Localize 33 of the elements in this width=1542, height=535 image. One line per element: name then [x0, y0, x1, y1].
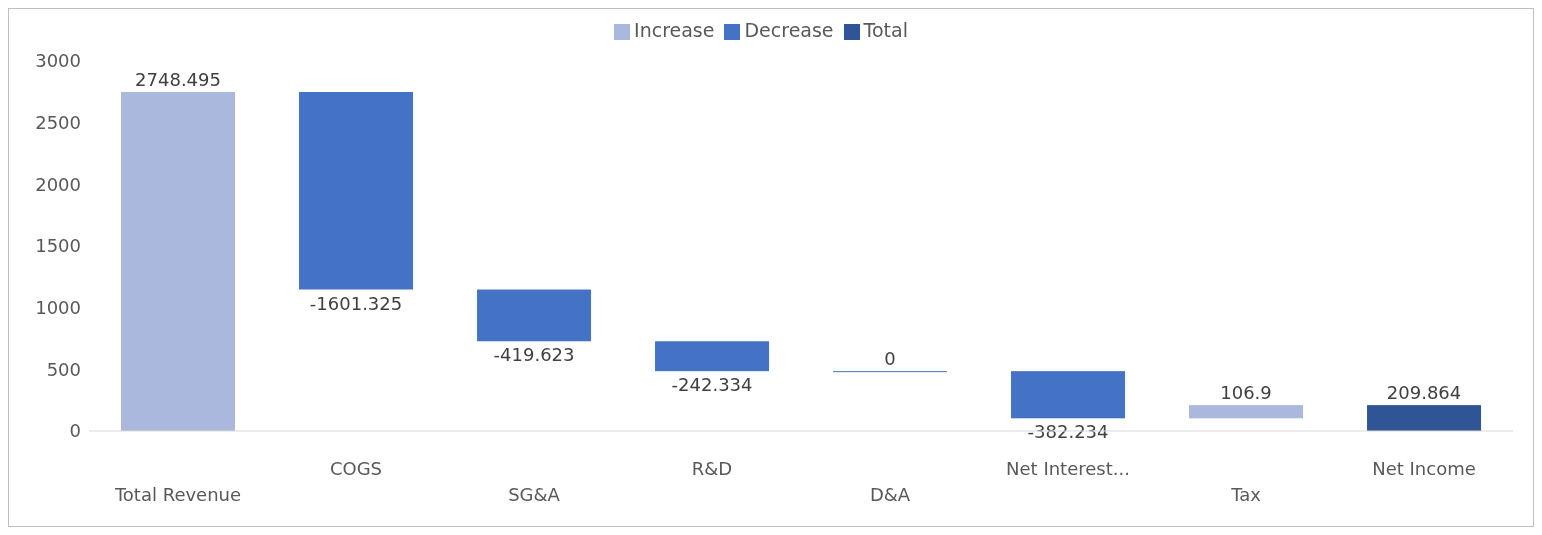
- x-tick-label: R&D: [691, 458, 733, 479]
- data-label: -1601.325: [309, 292, 403, 314]
- x-tick-label: Tax: [1230, 484, 1262, 505]
- bar: [121, 92, 236, 431]
- x-tick-label: Net Interest...: [1006, 458, 1130, 479]
- legend-label: Total: [863, 19, 908, 41]
- data-label: 2748.495: [135, 69, 221, 91]
- y-tick-label: 3000: [35, 50, 81, 72]
- data-label: -419.623: [493, 344, 575, 366]
- legend-label: Decrease: [744, 19, 834, 41]
- bar: [1367, 405, 1482, 431]
- x-tick-label: D&A: [869, 484, 911, 505]
- bar: [299, 92, 414, 290]
- x-tick-label: Total Revenue: [113, 484, 242, 505]
- bar: [1011, 371, 1126, 419]
- y-tick-label: 1000: [35, 297, 81, 319]
- y-tick-label: 500: [46, 358, 81, 380]
- y-tick-label: 2000: [35, 173, 81, 195]
- legend-label: Increase: [634, 19, 715, 41]
- x-tick-label: SG&A: [508, 484, 561, 505]
- bar: [655, 341, 770, 372]
- x-tick-label: Net Income: [1372, 458, 1476, 479]
- data-label: 106.9: [1220, 382, 1272, 404]
- y-tick-label: 0: [69, 420, 81, 442]
- x-tick-label: COGS: [329, 458, 383, 479]
- bar: [477, 289, 592, 342]
- bar: [1189, 405, 1304, 419]
- y-tick-label: 2500: [35, 112, 81, 134]
- data-label: -382.234: [1027, 421, 1109, 443]
- data-label: 209.864: [1386, 382, 1462, 404]
- data-label: -242.334: [671, 374, 753, 396]
- data-label: 0: [884, 348, 896, 370]
- y-tick-label: 1500: [35, 235, 81, 257]
